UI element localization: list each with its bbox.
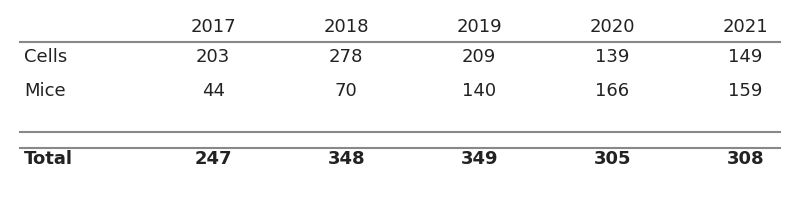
- Text: 278: 278: [329, 48, 363, 66]
- Text: 209: 209: [462, 48, 496, 66]
- Text: Total: Total: [24, 150, 73, 168]
- Text: 139: 139: [595, 48, 630, 66]
- Text: 70: 70: [334, 82, 358, 100]
- Text: 166: 166: [595, 82, 630, 100]
- Text: Cells: Cells: [24, 48, 67, 66]
- Text: 149: 149: [728, 48, 762, 66]
- Text: 349: 349: [461, 150, 498, 168]
- Text: 159: 159: [728, 82, 762, 100]
- Text: 2018: 2018: [323, 18, 369, 36]
- Text: 44: 44: [202, 82, 225, 100]
- Text: 140: 140: [462, 82, 496, 100]
- Text: Mice: Mice: [24, 82, 66, 100]
- Text: 305: 305: [594, 150, 631, 168]
- Text: 203: 203: [196, 48, 230, 66]
- Text: 247: 247: [194, 150, 232, 168]
- Text: 2020: 2020: [590, 18, 635, 36]
- Text: 2019: 2019: [456, 18, 502, 36]
- Text: 2021: 2021: [722, 18, 768, 36]
- Text: 2017: 2017: [190, 18, 236, 36]
- Text: 308: 308: [726, 150, 764, 168]
- Text: 348: 348: [327, 150, 365, 168]
